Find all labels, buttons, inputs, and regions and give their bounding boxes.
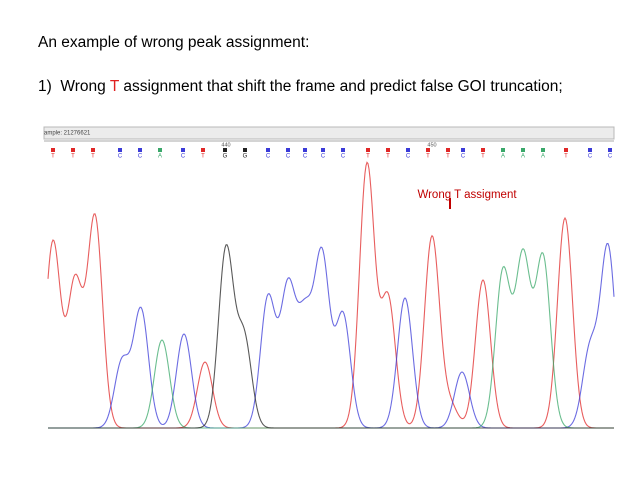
sample-bar [43, 126, 615, 140]
base-marker [481, 148, 485, 152]
base-call: A [501, 154, 505, 160]
base-marker [521, 148, 525, 152]
base-marker [286, 148, 290, 152]
heading: An example of wrong peak assignment: [38, 34, 310, 51]
base-marker [303, 148, 307, 152]
base-call: T [564, 154, 568, 160]
base-call: C [461, 154, 466, 160]
annotation: Wrong T assigment [417, 189, 517, 201]
base-marker [341, 148, 345, 152]
base-call: T [71, 154, 75, 160]
item-text: assignment that shift the frame and pred… [119, 78, 563, 95]
base-marker [223, 148, 227, 152]
base-call: C [608, 154, 613, 160]
base-marker [366, 148, 370, 152]
base-marker [243, 148, 247, 152]
trace [48, 244, 614, 429]
base-marker [501, 148, 505, 152]
base-call: T [446, 154, 450, 160]
base-call: T [51, 154, 55, 160]
base-call: C [341, 154, 346, 160]
base-marker [266, 148, 270, 152]
traces [47, 161, 615, 429]
base-call: T [426, 154, 430, 160]
base-call: C [406, 154, 411, 160]
item-number: 1) [38, 78, 52, 95]
base-marker [461, 148, 465, 152]
base-marker [118, 148, 122, 152]
base-marker [201, 148, 205, 152]
base-call: T [201, 154, 205, 160]
base-marker [386, 148, 390, 152]
base-marker [588, 148, 592, 152]
sample-label: ample: 21276621 [44, 131, 91, 137]
position-label: 440 [221, 142, 230, 148]
base-call: C [181, 154, 186, 160]
base-marker [181, 148, 185, 152]
base-marker [91, 148, 95, 152]
base-call: A [158, 154, 162, 160]
base-call: C [588, 154, 593, 160]
trace [47, 161, 614, 429]
base-call: G [223, 154, 228, 160]
base-call: C [266, 154, 271, 160]
base-marker [564, 148, 568, 152]
base-call: C [321, 154, 326, 160]
base-call: T [481, 154, 485, 160]
base-marker [51, 148, 55, 152]
base-marker [158, 148, 162, 152]
item-prefix: Wrong [60, 78, 110, 95]
base-call: G [243, 154, 248, 160]
base-call: T [91, 154, 95, 160]
base-call: T [386, 154, 390, 160]
base-call: T [366, 154, 370, 160]
base-marker [541, 148, 545, 152]
base-call: C [286, 154, 291, 160]
list-item: 1) Wrong T assignment that shift the fra… [38, 78, 563, 96]
base-call: C [138, 154, 143, 160]
base-call: C [303, 154, 308, 160]
base-marker [71, 148, 75, 152]
base-call: A [521, 154, 525, 160]
position-label: 450 [427, 142, 436, 148]
item-highlight: T [109, 78, 120, 95]
trace [48, 243, 615, 429]
base-call: A [541, 154, 545, 160]
base-marker [608, 148, 612, 152]
base-call: C [118, 154, 123, 160]
base-marker [426, 148, 430, 152]
base-marker [446, 148, 450, 152]
base-marker [406, 148, 410, 152]
base-marker [321, 148, 325, 152]
base-marker [138, 148, 142, 152]
